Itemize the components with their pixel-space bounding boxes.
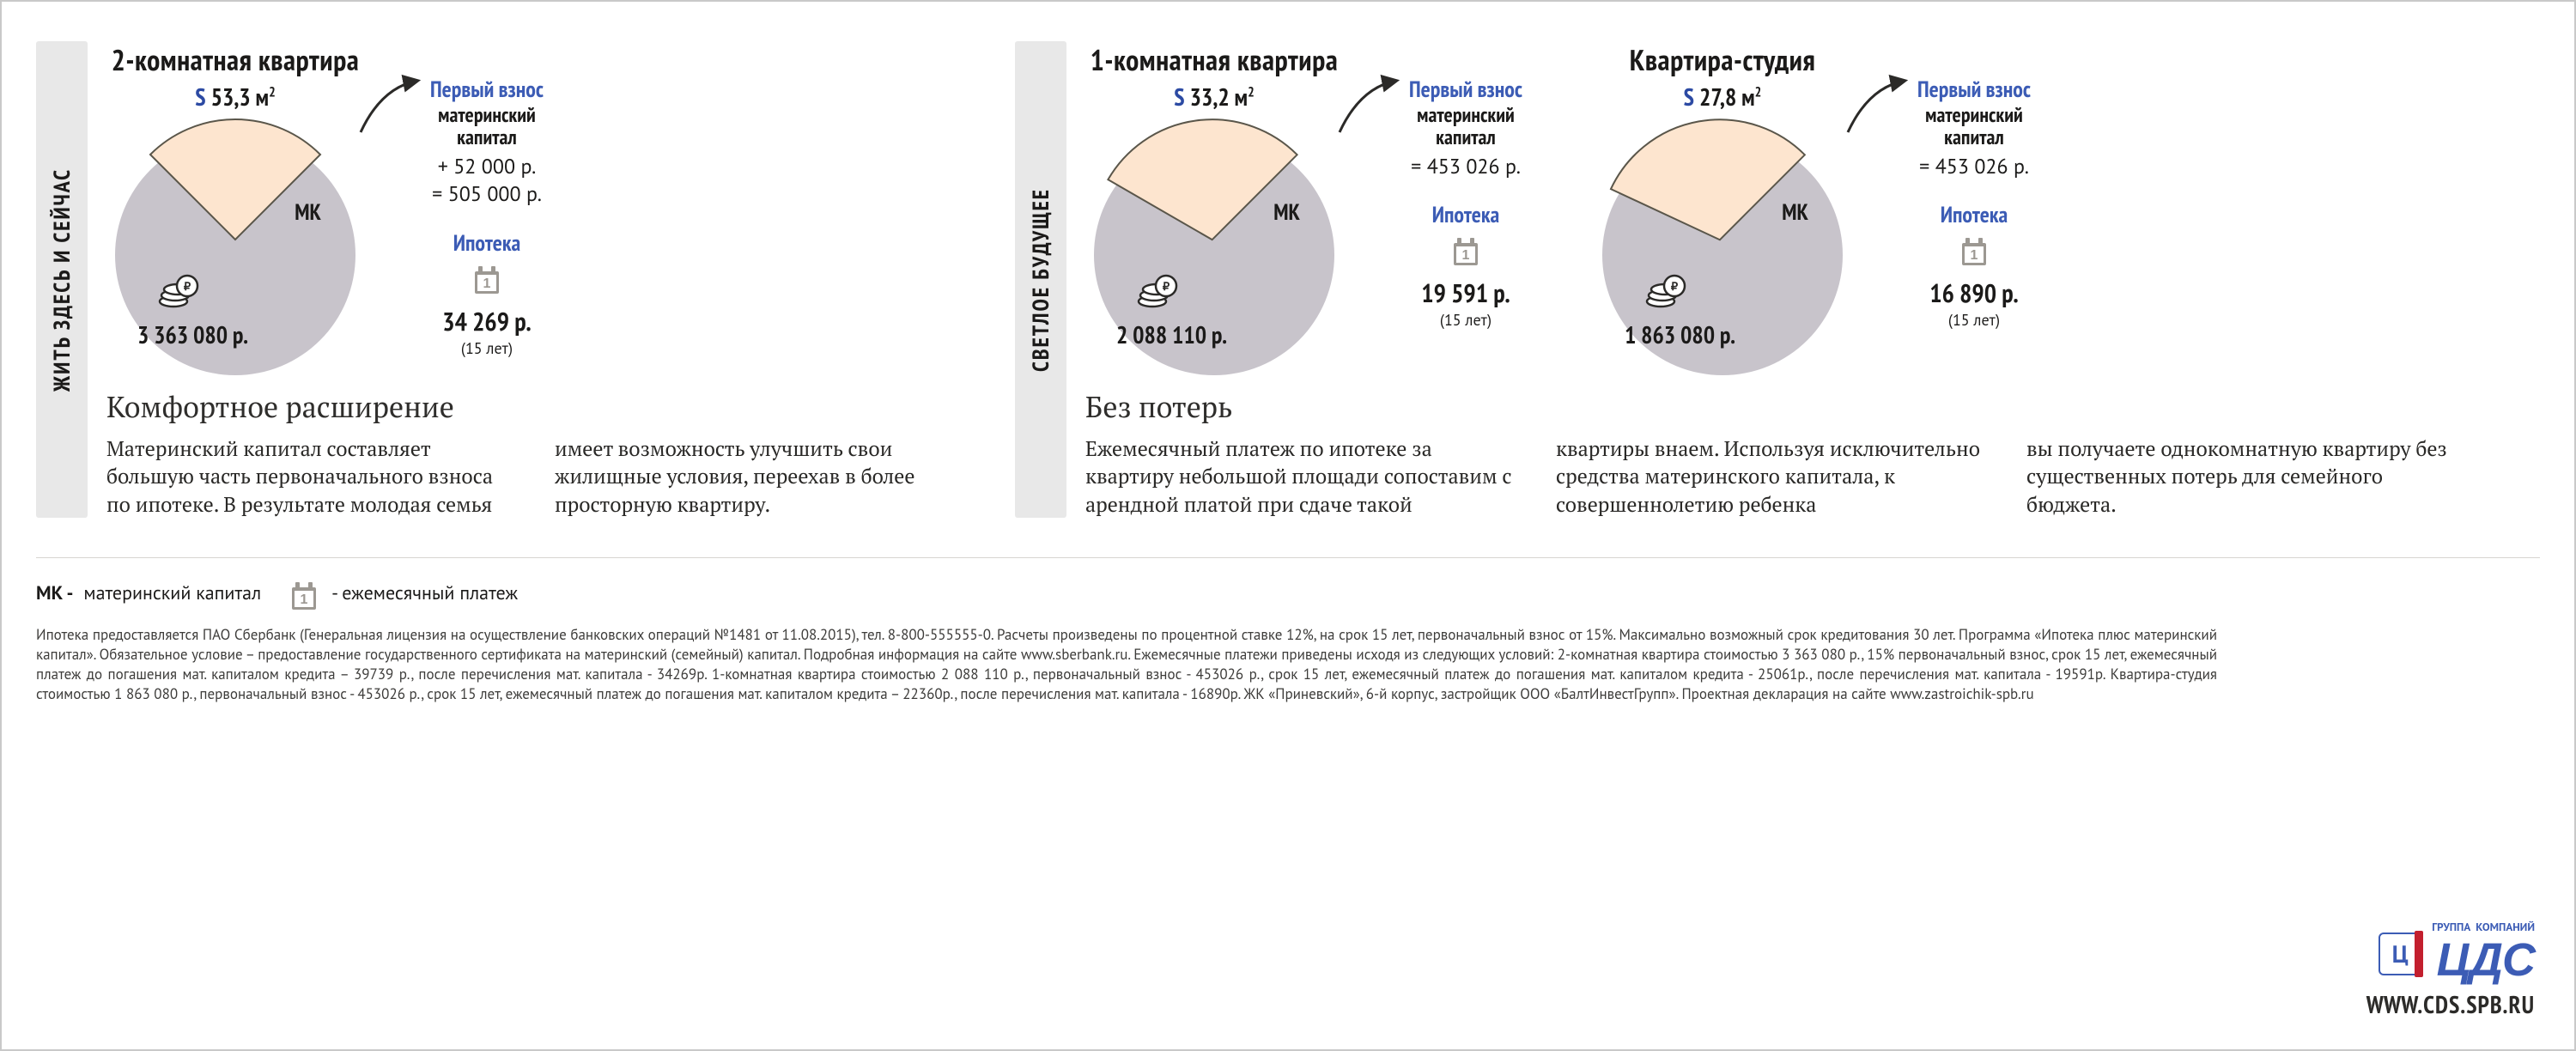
apt-area: S53,3 м2 [106,81,364,112]
infographic-frame: ЖИТЬ ЗДЕСЬ И СЕЙЧАС 2-комнатная квартира… [0,0,2576,1051]
legend-row: МК - материнский капитал 1 - ежемесячный… [36,557,2540,613]
left-tab-label: ЖИТЬ ЗДЕСЬ И СЕЙЧАС [48,168,76,392]
pie-chart: МК ₽ 3 363 080 р. [106,118,364,375]
pie-chart: МК ₽ 1 863 080 р. [1594,118,1851,375]
svg-text:₽: ₽ [1163,280,1170,293]
desc-col: Материнский капитал состав­ляет большую … [106,434,520,518]
brand-url: WWW.CDS.SPB.RU [2366,988,2535,1020]
left-description: Комфортное расширение Материнский капита… [106,387,969,518]
mk-label: МК [295,198,321,227]
panel-right: СВЕТЛОЕ БУДУЩЕЕ 1-комнатная квартира S33… [1015,33,2483,535]
apartment-block: 2-комнатная квартира S53,3 м2 МК ₽ [106,41,594,375]
brand-logo-icon: Ц [2379,933,2421,975]
desc-col: имеет возможность улучшить свои жилищные… [555,434,969,518]
apt-title: 2-комнатная квартира [106,41,364,79]
svg-text:1: 1 [1971,248,1978,263]
apartment-block: 1-комнатная квартира S33,2 м2 МК ₽ [1085,41,1573,375]
right-tab: СВЕТЛОЕ БУДУЩЕЕ [1015,41,1066,518]
left-tab: ЖИТЬ ЗДЕСЬ И СЕЙЧАС [36,41,88,518]
panel-left: ЖИТЬ ЗДЕСЬ И СЕЙЧАС 2-комнатная квартира… [36,33,989,535]
desc-col: вы получаете однокомнат­ную квартиру без… [2026,434,2463,518]
right-description: Без потерь Ежемесячный платеж по ипо­тек… [1085,387,2463,518]
calendar-icon: 1 [1957,234,1991,273]
coins-icon: ₽ [155,267,203,315]
brand-name: ЦДС [2432,933,2535,987]
calendar-icon: 1 [470,263,504,301]
coins-icon: ₽ [1642,267,1690,315]
desc-col: Ежемесячный платеж по ипо­теке за кварти… [1085,434,1522,518]
arrow-icon [355,72,424,141]
svg-text:1: 1 [1462,248,1470,263]
apt-price: 3 363 080 р. [137,319,248,350]
side-lines: + 52 000 р.= 505 000 р. [380,153,594,209]
desc-col: квартиры внаем. Используя исключительно … [1556,434,1992,518]
arrow-icon [1334,72,1403,141]
calendar-icon: 1 [287,579,321,613]
pie-chart: МК ₽ 2 088 110 р. [1085,118,1343,375]
calendar-icon: 1 [1449,234,1483,273]
panels-row: ЖИТЬ ЗДЕСЬ И СЕЙЧАС 2-комнатная квартира… [36,33,2540,535]
right-tab-label: СВЕТЛОЕ БУДУЩЕЕ [1027,188,1055,372]
svg-text:₽: ₽ [184,280,191,293]
arrow-icon [1843,72,1911,141]
side-info: Первый взнос материнский капитал + 52 00… [380,41,594,358]
svg-text:₽: ₽ [1671,280,1679,293]
apartment-block: Квартира-студия S27,8 м2 МК ₽ [1594,41,2081,375]
svg-text:1: 1 [301,592,308,607]
fine-print: Ипотека предоставляется ПАО Сбербанк (Ге… [36,625,2217,704]
coins-icon: ₽ [1133,267,1182,315]
brand-block: Ц ГРУППА КОМПАНИЙ ЦДС WWW.CDS.SPB.RU [2366,921,2535,1020]
svg-text:1: 1 [483,276,491,291]
